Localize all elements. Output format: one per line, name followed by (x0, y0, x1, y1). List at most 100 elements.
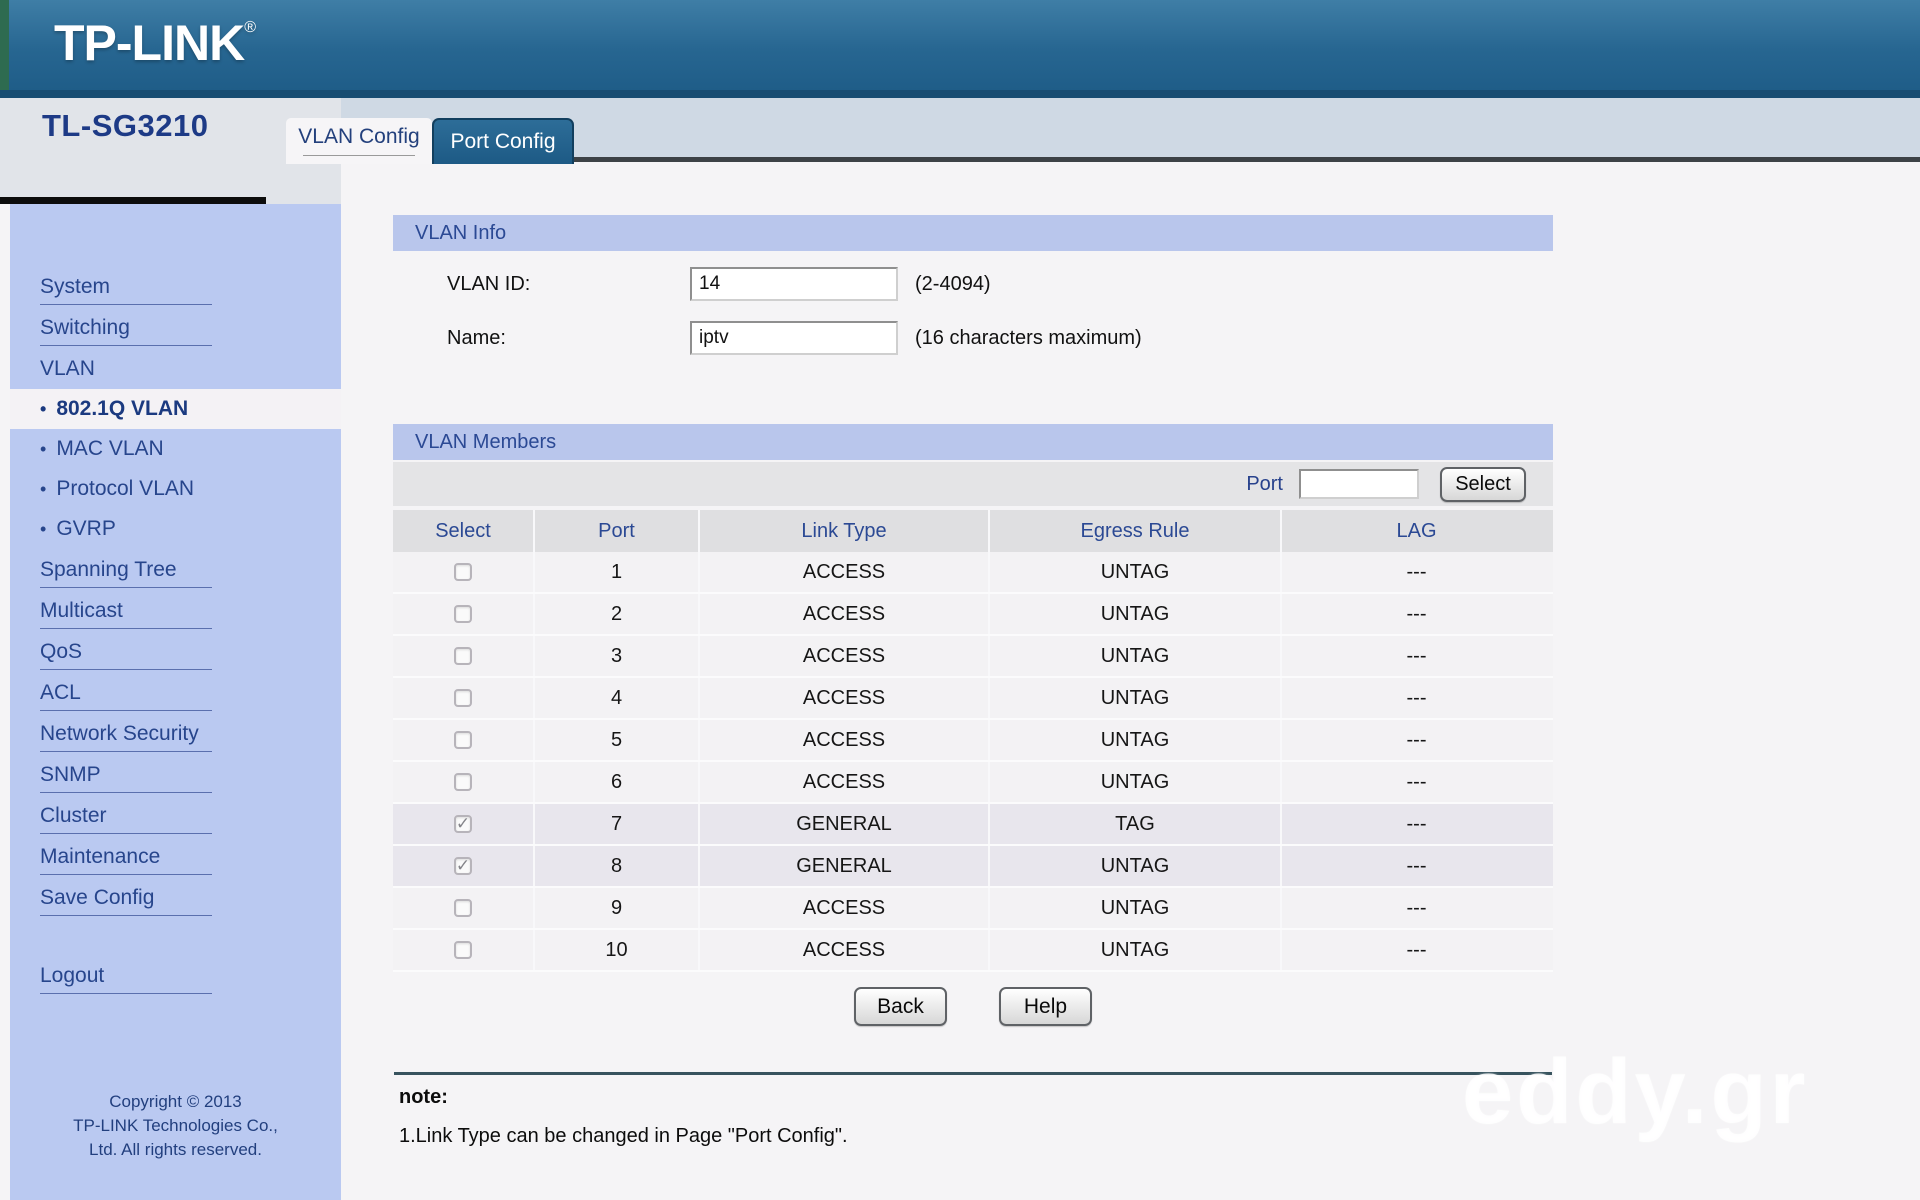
port-filter-input[interactable] (1299, 469, 1419, 499)
watermark: eddy.gr (1462, 1041, 1809, 1143)
port-cell: 8 (535, 846, 700, 886)
link-type-cell: ACCESS (700, 888, 990, 928)
port-cell: 6 (535, 762, 700, 802)
model-zone (0, 98, 341, 204)
port-10-checkbox[interactable] (454, 941, 472, 959)
select-cell (393, 762, 535, 802)
vlan-id-hint: (2-4094) (915, 272, 991, 295)
column-header-lag: LAG (1396, 519, 1437, 542)
link-type-cell: ACCESS (700, 678, 990, 718)
sidebar-item-cluster[interactable]: Cluster (10, 795, 341, 836)
note-title: note: (399, 1086, 448, 1108)
port-8-checkbox[interactable]: ✓ (454, 856, 472, 875)
port-7-checkbox[interactable]: ✓ (454, 814, 472, 833)
lag-cell: --- (1406, 644, 1427, 667)
sidebar-item-save-config[interactable]: Save Config (10, 877, 341, 918)
lag-cell: --- (1406, 560, 1427, 583)
link-type-cell: GENERAL (700, 846, 990, 886)
sidebar-item-label: GVRP (56, 517, 116, 540)
column-header-egress-rule: Egress Rule (990, 510, 1282, 552)
banner-underline (0, 90, 1920, 98)
copyright-line: Copyright © 2013 (109, 1092, 242, 1111)
port-9-checkbox[interactable] (454, 899, 472, 917)
sidebar: System Switching VLAN • 802.1Q VLAN • MAC VLAN… (10, 204, 341, 1200)
sidebar-item-gvrp[interactable]: • GVRP (10, 509, 341, 549)
sidebar-item-maintenance[interactable]: Maintenance (10, 836, 341, 877)
column-header-link-type: Link Type (700, 510, 990, 552)
link-type-cell: ACCESS (700, 552, 990, 592)
port-1-checkbox[interactable] (454, 563, 472, 581)
link-type-cell: ACCESS (700, 720, 990, 760)
help-button[interactable]: Help (999, 987, 1092, 1026)
port-5-checkbox[interactable] (454, 731, 472, 749)
action-buttons: Back Help (393, 987, 1553, 1026)
port-row-2: 2 ACCESS UNTAG --- (393, 594, 1553, 636)
sidebar-item-acl[interactable]: ACL (10, 672, 341, 713)
sidebar-item-switching[interactable]: Switching (10, 307, 341, 348)
sidebar-item-label: VLAN (40, 356, 95, 380)
port-cell: 1 (535, 552, 700, 592)
sidebar-item-label: Network Security (40, 721, 199, 745)
note-divider (394, 1072, 1552, 1075)
port-row-3: 3 ACCESS UNTAG --- (393, 636, 1553, 678)
sidebar-item-802-1q-vlan[interactable]: • 802.1Q VLAN (10, 389, 341, 429)
tab-vlan-config[interactable]: VLAN Config (286, 118, 432, 164)
sidebar-item-label: 802.1Q VLAN (56, 397, 189, 420)
select-cell (393, 594, 535, 634)
port-cell: 4 (535, 678, 700, 718)
sidebar-item-multicast[interactable]: Multicast (10, 590, 341, 631)
copyright-line: Ltd. All rights reserved. (89, 1140, 262, 1159)
port-row-6: 6 ACCESS UNTAG --- (393, 762, 1553, 804)
select-button[interactable]: Select (1440, 466, 1526, 502)
sidebar-item-qos[interactable]: QoS (10, 631, 341, 672)
lag-cell: --- (1406, 728, 1427, 751)
egress-rule-cell: UNTAG (990, 846, 1282, 886)
back-button[interactable]: Back (854, 987, 947, 1026)
sidebar-item-protocol-vlan[interactable]: • Protocol VLAN (10, 469, 341, 509)
model-divider (0, 197, 266, 204)
port-cell: 3 (535, 636, 700, 676)
select-cell: ✓ (393, 846, 535, 886)
tab-baseline (574, 157, 1920, 162)
link-type-cell: ACCESS (700, 636, 990, 676)
sidebar-item-spanning-tree[interactable]: Spanning Tree (10, 549, 341, 590)
sidebar-item-label: QoS (40, 639, 83, 663)
sidebar-item-label: Multicast (40, 598, 123, 622)
select-cell (393, 930, 535, 970)
port-6-checkbox[interactable] (454, 773, 472, 791)
tab-vlan-config-label: VLAN Config (298, 125, 420, 148)
sidebar-item-logout[interactable]: Logout (10, 955, 341, 996)
vlan-name-input[interactable] (690, 321, 898, 355)
sidebar-item-label: ACL (40, 680, 81, 704)
egress-rule-cell: UNTAG (990, 636, 1282, 676)
sidebar-item-label: Protocol VLAN (56, 477, 195, 500)
device-model-title: TL-SG3210 (42, 108, 209, 143)
egress-rule-cell: UNTAG (990, 720, 1282, 760)
lag-cell: --- (1406, 602, 1427, 625)
egress-rule-cell: UNTAG (990, 762, 1282, 802)
tp-link-logo: TP-LINK® (54, 15, 256, 71)
egress-rule-cell: UNTAG (990, 552, 1282, 592)
tab-active-underline (303, 155, 415, 156)
lag-cell: --- (1406, 686, 1427, 709)
sidebar-item-label: Cluster (40, 803, 107, 827)
sidebar-item-mac-vlan[interactable]: • MAC VLAN (10, 429, 341, 469)
sidebar-item-network-security[interactable]: Network Security (10, 713, 341, 754)
sidebar-item-system[interactable]: System (10, 266, 341, 307)
select-cell (393, 888, 535, 928)
port-row-10: 10 ACCESS UNTAG --- (393, 930, 1553, 972)
column-header-select: Select (393, 510, 535, 552)
port-cell: 10 (535, 930, 700, 970)
sidebar-item-label: Switching (40, 315, 130, 339)
port-3-checkbox[interactable] (454, 647, 472, 665)
tab-port-config[interactable]: Port Config (432, 118, 574, 164)
port-4-checkbox[interactable] (454, 689, 472, 707)
port-cell: 9 (535, 888, 700, 928)
sidebar-item-snmp[interactable]: SNMP (10, 754, 341, 795)
sidebar-item-vlan[interactable]: VLAN (10, 348, 341, 389)
vlan-id-label: VLAN ID: (447, 272, 531, 295)
vlan-id-input[interactable] (690, 267, 898, 301)
port-2-checkbox[interactable] (454, 605, 472, 623)
copyright-footer: Copyright © 2013 TP-LINK Technologies Co.… (10, 1090, 341, 1162)
note-item: 1.Link Type can be changed in Page "Port… (399, 1125, 848, 1147)
